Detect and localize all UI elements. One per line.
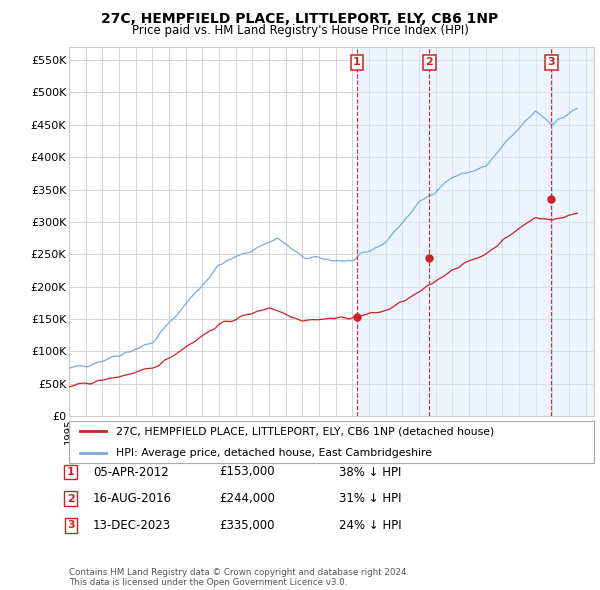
Bar — [357, 47, 430, 416]
Text: 31% ↓ HPI: 31% ↓ HPI — [339, 492, 401, 505]
Bar — [430, 47, 551, 416]
Text: 05-APR-2012: 05-APR-2012 — [93, 466, 169, 478]
Text: HPI: Average price, detached house, East Cambridgeshire: HPI: Average price, detached house, East… — [116, 448, 432, 457]
Text: £244,000: £244,000 — [219, 492, 275, 505]
Text: This data is licensed under the Open Government Licence v3.0.: This data is licensed under the Open Gov… — [69, 578, 347, 587]
Text: 24% ↓ HPI: 24% ↓ HPI — [339, 519, 401, 532]
Text: 1: 1 — [67, 467, 74, 477]
Text: 13-DEC-2023: 13-DEC-2023 — [93, 519, 171, 532]
Bar — [551, 47, 594, 416]
Text: 38% ↓ HPI: 38% ↓ HPI — [339, 466, 401, 478]
Text: 1: 1 — [353, 57, 361, 67]
Text: 3: 3 — [548, 57, 556, 67]
Text: Price paid vs. HM Land Registry's House Price Index (HPI): Price paid vs. HM Land Registry's House … — [131, 24, 469, 37]
Text: 16-AUG-2016: 16-AUG-2016 — [93, 492, 172, 505]
Text: £153,000: £153,000 — [219, 466, 275, 478]
Text: 2: 2 — [425, 57, 433, 67]
Text: 27C, HEMPFIELD PLACE, LITTLEPORT, ELY, CB6 1NP (detached house): 27C, HEMPFIELD PLACE, LITTLEPORT, ELY, C… — [116, 427, 494, 436]
Text: 3: 3 — [67, 520, 74, 530]
Text: Contains HM Land Registry data © Crown copyright and database right 2024.: Contains HM Land Registry data © Crown c… — [69, 568, 409, 577]
Text: £335,000: £335,000 — [219, 519, 275, 532]
Text: 2: 2 — [67, 494, 74, 503]
Text: 27C, HEMPFIELD PLACE, LITTLEPORT, ELY, CB6 1NP: 27C, HEMPFIELD PLACE, LITTLEPORT, ELY, C… — [101, 12, 499, 26]
